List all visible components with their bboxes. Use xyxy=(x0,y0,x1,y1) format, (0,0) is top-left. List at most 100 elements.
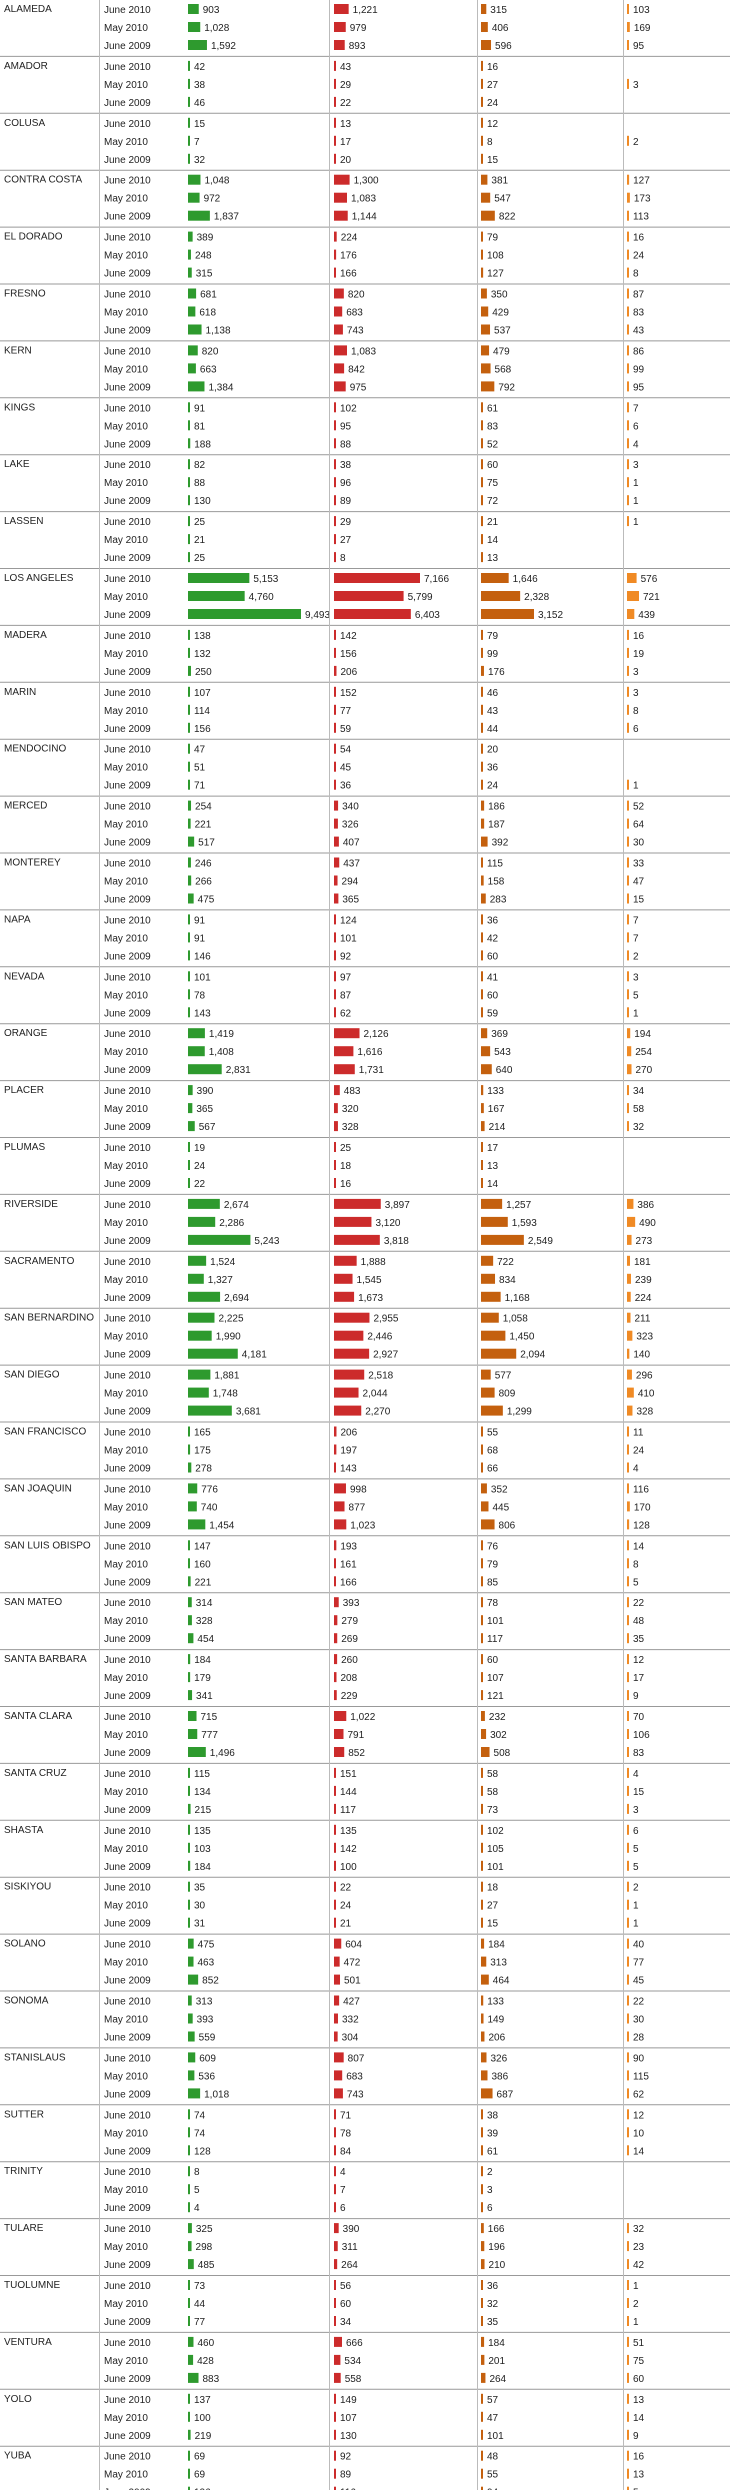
county-group: SAN DIEGO June 2010 1,881 2,518 577 296 May 20… xyxy=(0,1369,730,1423)
bar xyxy=(627,1312,631,1323)
bar xyxy=(627,1273,631,1284)
bar xyxy=(627,1330,633,1341)
bar xyxy=(627,1483,629,1494)
period-label: May 2010 xyxy=(104,1047,148,1058)
value-label: 45 xyxy=(340,763,352,774)
bar xyxy=(481,1881,483,1892)
county-name: YUBA xyxy=(4,2451,32,2462)
value-label: 2,094 xyxy=(520,1350,545,1361)
county-group: SONOMA June 2010 313 427 133 22 May 2010 393 332… xyxy=(0,1995,730,2049)
value-label: 429 xyxy=(492,308,509,319)
bar xyxy=(188,591,245,601)
period-label: May 2010 xyxy=(104,1559,148,1570)
value-label: 107 xyxy=(194,688,211,699)
bar xyxy=(334,573,420,583)
county-name: STANISLAUS xyxy=(4,2052,66,2063)
value-label: 543 xyxy=(494,1047,511,1058)
value-label: 32 xyxy=(194,155,206,166)
bar xyxy=(481,1444,483,1455)
value-label: 130 xyxy=(340,2431,357,2442)
bar xyxy=(481,495,483,506)
bar xyxy=(334,914,336,925)
value-label: 903 xyxy=(203,5,220,16)
value-label: 92 xyxy=(340,2452,352,2463)
value-label: 127 xyxy=(487,269,504,280)
period-label: May 2010 xyxy=(104,478,148,489)
bar xyxy=(334,78,336,89)
bar xyxy=(188,971,190,982)
bar xyxy=(188,1028,205,1039)
value-label: 1 xyxy=(633,1919,639,1930)
bar xyxy=(481,989,483,1000)
bar xyxy=(627,2052,629,2063)
value-label: 105 xyxy=(487,1844,504,1855)
bar xyxy=(188,1974,199,1985)
bar xyxy=(481,324,491,335)
bar xyxy=(188,1369,211,1380)
value-label: 31 xyxy=(194,1919,206,1930)
county-name: VENTURA xyxy=(4,2337,52,2348)
period-label: June 2010 xyxy=(104,119,151,130)
value-label: 77 xyxy=(633,1958,645,1969)
bar xyxy=(188,2468,190,2479)
bar xyxy=(627,345,629,356)
value-label: 124 xyxy=(340,915,357,926)
value-label: 114 xyxy=(194,706,210,717)
value-label: 12 xyxy=(487,119,499,130)
bar xyxy=(188,2354,194,2365)
value-label: 34 xyxy=(340,2317,352,2328)
value-label: 13 xyxy=(487,1161,499,1172)
period-label: May 2010 xyxy=(104,990,148,1001)
county-name: CONTRA COSTA xyxy=(4,175,82,186)
value-label: 70 xyxy=(633,1712,645,1723)
bar xyxy=(334,135,336,146)
value-label: 278 xyxy=(195,1464,212,1475)
value-label: 2,955 xyxy=(373,1314,398,1325)
bar xyxy=(627,1767,629,1778)
period-label: May 2010 xyxy=(104,308,148,319)
value-label: 3 xyxy=(633,1805,639,1816)
bar xyxy=(334,1803,336,1814)
value-label: 437 xyxy=(343,859,360,870)
bar xyxy=(188,1672,191,1683)
value-label: 314 xyxy=(196,1598,213,1609)
bar xyxy=(627,1234,632,1245)
bar xyxy=(334,1899,336,1910)
bar xyxy=(188,1615,192,1626)
bar xyxy=(334,2316,336,2326)
bar xyxy=(334,1956,340,1967)
period-label: June 2009 xyxy=(104,1748,151,1759)
period-label: June 2009 xyxy=(104,1236,151,1247)
bar xyxy=(334,381,346,392)
value-label: 567 xyxy=(199,1122,216,1133)
value-label: 12 xyxy=(633,1655,645,1666)
value-label: 328 xyxy=(636,1407,653,1418)
value-label: 6 xyxy=(633,421,639,432)
value-label: 83 xyxy=(633,1748,645,1759)
bar xyxy=(188,2052,196,2063)
bar xyxy=(481,288,487,299)
value-label: 52 xyxy=(487,439,499,450)
bar xyxy=(334,989,336,1000)
value-label: 51 xyxy=(194,763,206,774)
bar xyxy=(334,2166,336,2177)
value-label: 325 xyxy=(196,2224,213,2235)
value-label: 1,221 xyxy=(353,5,378,16)
bar xyxy=(627,2486,629,2490)
bar xyxy=(627,381,629,392)
value-label: 144 xyxy=(340,1787,357,1798)
value-label: 20 xyxy=(487,745,499,756)
value-label: 807 xyxy=(348,2053,365,2064)
period-label: June 2009 xyxy=(104,1065,151,1076)
bar xyxy=(334,1938,342,1949)
value-label: 547 xyxy=(494,194,511,205)
value-label: 407 xyxy=(343,838,360,849)
value-label: 186 xyxy=(488,802,505,813)
value-label: 2,694 xyxy=(224,1293,249,1304)
bar xyxy=(481,1291,501,1302)
period-label: June 2009 xyxy=(104,1634,151,1645)
bar xyxy=(188,2336,194,2347)
value-label: 2 xyxy=(633,951,639,962)
bar xyxy=(481,552,483,563)
value-label: 95 xyxy=(340,421,352,432)
